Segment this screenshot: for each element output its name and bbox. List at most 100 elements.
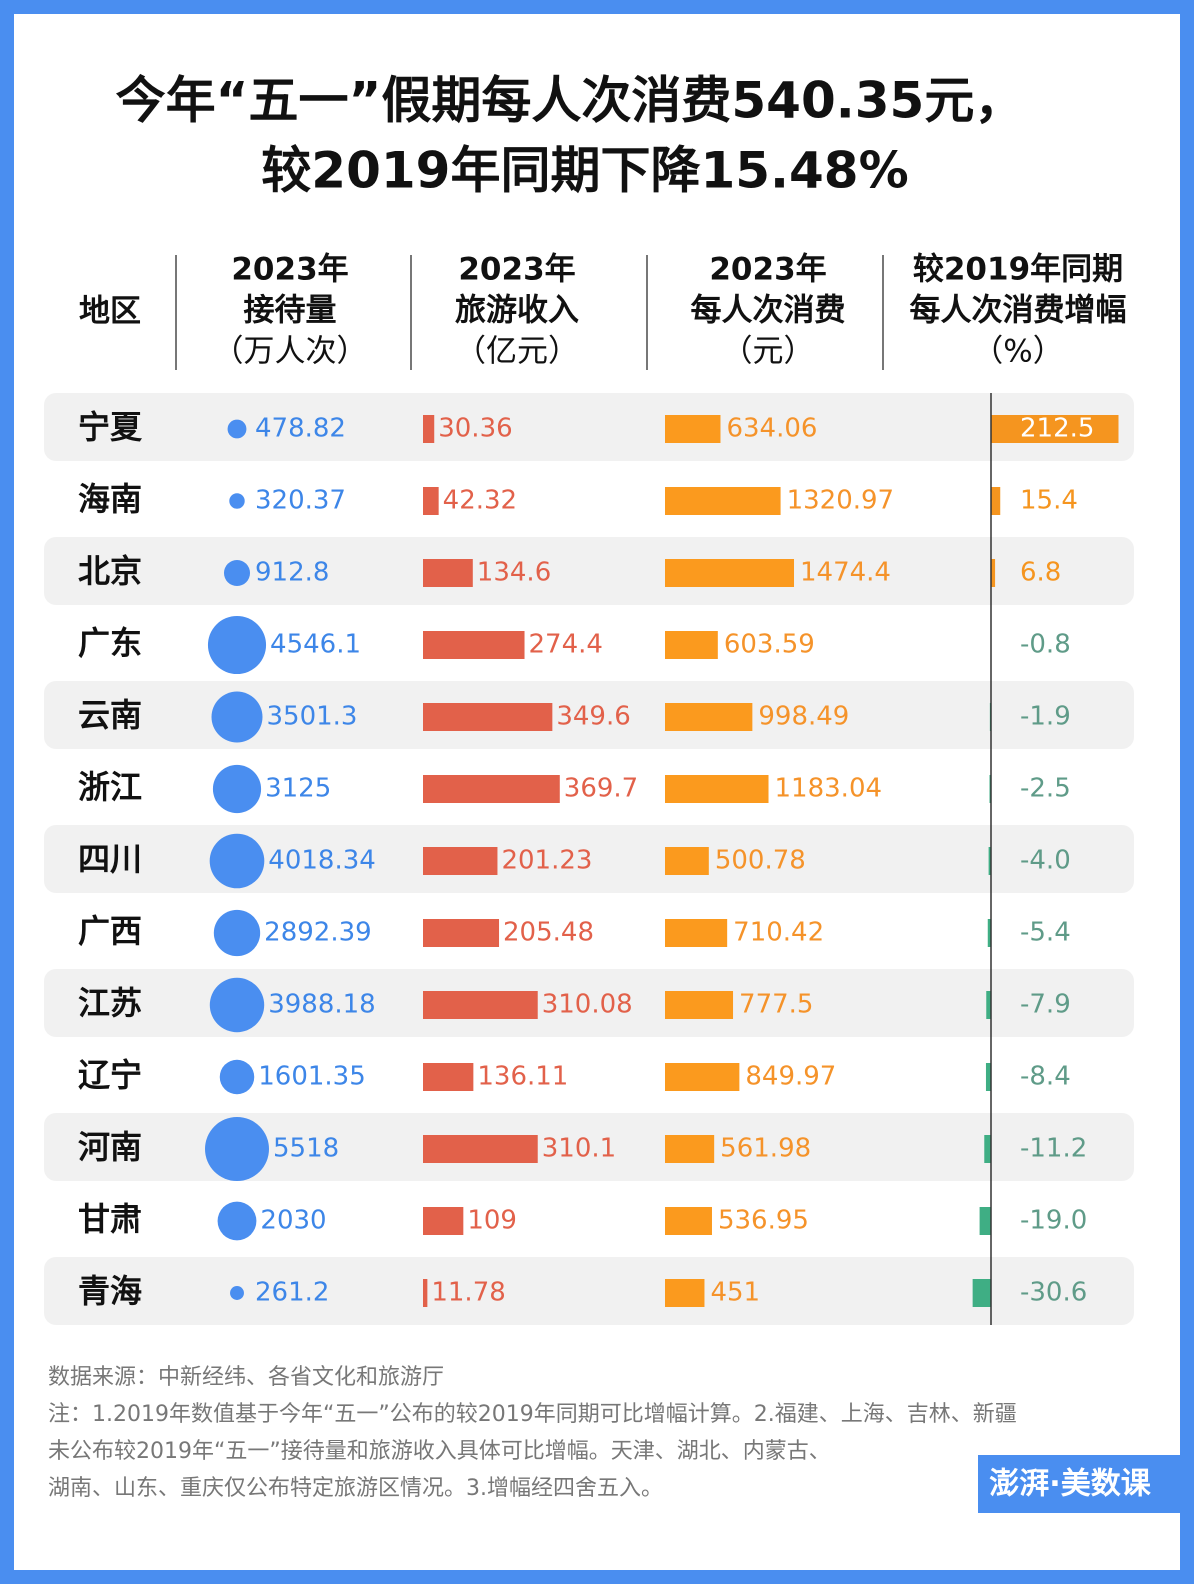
column-header: （%） — [972, 334, 1063, 370]
title-line: 较2019年同期下降15.48% — [261, 142, 908, 200]
spend-label: 849.97 — [745, 1062, 836, 1092]
revenue-label: 134.6 — [477, 558, 551, 588]
revenue-bar — [423, 703, 552, 731]
visitor-label: 3988.18 — [268, 990, 376, 1020]
visitor-bubble — [213, 765, 261, 813]
visitor-label: 2892.39 — [264, 918, 372, 948]
revenue-bar — [423, 919, 499, 947]
spend-bar — [665, 847, 709, 875]
revenue-label: 11.78 — [431, 1278, 505, 1308]
visitor-label: 4018.34 — [268, 846, 376, 876]
note-line: 注：1.2019年数值基于今年“五一”公布的较2019年同期可比增幅计算。2.福… — [48, 1402, 1017, 1427]
logo: 澎湃·美数课 — [989, 1467, 1151, 1502]
change-label: 212.5 — [1020, 414, 1094, 444]
change-label: -4.0 — [1020, 846, 1071, 876]
visitor-label: 3125 — [265, 774, 331, 804]
spend-label: 603.59 — [724, 630, 815, 660]
visitor-label: 4546.1 — [270, 630, 361, 660]
change-label: -11.2 — [1020, 1134, 1087, 1164]
spend-label: 634.06 — [726, 414, 817, 444]
change-label: 15.4 — [1020, 486, 1078, 516]
spend-bar — [665, 775, 769, 803]
visitor-label: 478.82 — [255, 414, 346, 444]
revenue-bar — [423, 1135, 538, 1163]
region: 四川 — [78, 840, 142, 878]
region: 江苏 — [78, 984, 142, 1022]
visitor-label: 912.8 — [255, 558, 329, 588]
spend-bar — [665, 631, 718, 659]
spend-label: 536.95 — [718, 1206, 809, 1236]
spend-bar — [665, 487, 781, 515]
row-background — [44, 1257, 1134, 1325]
change-label: -1.9 — [1020, 702, 1071, 732]
revenue-label: 310.1 — [542, 1134, 616, 1164]
visitor-bubble — [210, 834, 265, 889]
change-bar — [984, 1135, 991, 1163]
visitor-label: 261.2 — [255, 1278, 329, 1308]
note-line: 湖南、山东、重庆仅公布特定旅游区情况。3.增幅经四舍五入。 — [48, 1476, 663, 1501]
visitor-bubble — [212, 692, 263, 743]
spend-label: 1474.4 — [800, 558, 891, 588]
spend-bar — [665, 991, 733, 1019]
visitor-label: 2030 — [260, 1206, 326, 1236]
column-header: 每人次消费增幅 — [910, 293, 1127, 329]
region: 海南 — [78, 480, 142, 518]
change-label: -7.9 — [1020, 990, 1071, 1020]
change-bar — [980, 1207, 991, 1235]
region: 宁夏 — [78, 408, 143, 446]
column-header: 旅游收入 — [455, 293, 579, 329]
change-label: -30.6 — [1020, 1278, 1087, 1308]
change-label: 6.8 — [1020, 558, 1061, 588]
revenue-bar — [423, 1207, 463, 1235]
region: 浙江 — [78, 768, 142, 806]
visitor-bubble — [210, 978, 264, 1032]
region: 云南 — [78, 696, 142, 734]
region: 辽宁 — [78, 1056, 142, 1094]
region: 北京 — [78, 552, 142, 590]
revenue-label: 369.7 — [564, 774, 638, 804]
spend-label: 777.5 — [739, 990, 813, 1020]
revenue-bar — [423, 1279, 427, 1307]
region: 广东 — [78, 624, 142, 662]
change-label: -0.8 — [1020, 630, 1071, 660]
revenue-label: 349.6 — [556, 702, 630, 732]
spend-label: 1320.97 — [787, 486, 895, 516]
revenue-bar — [423, 631, 525, 659]
visitor-bubble — [229, 493, 244, 508]
revenue-label: 310.08 — [542, 990, 633, 1020]
visitor-bubble — [214, 910, 260, 956]
spend-bar — [665, 1279, 704, 1307]
revenue-label: 109 — [467, 1206, 517, 1236]
spend-label: 451 — [710, 1278, 760, 1308]
spend-bar — [665, 415, 720, 443]
revenue-bar — [423, 415, 434, 443]
column-header: 接待量 — [244, 293, 337, 329]
visitor-label: 5518 — [273, 1134, 339, 1164]
change-label: -5.4 — [1020, 918, 1071, 948]
revenue-label: 42.32 — [443, 486, 517, 516]
change-bar — [973, 1279, 991, 1307]
revenue-label: 30.36 — [438, 414, 512, 444]
column-header: 每人次消费 — [691, 293, 846, 329]
change-bar — [986, 1063, 991, 1091]
change-label: -2.5 — [1020, 774, 1071, 804]
column-header: （万人次） — [213, 334, 368, 370]
visitor-label: 320.37 — [255, 486, 346, 516]
change-bar — [991, 487, 1000, 515]
spend-bar — [665, 1207, 712, 1235]
column-header: （元） — [722, 334, 815, 370]
spend-bar — [665, 559, 794, 587]
visitor-bubble — [224, 560, 250, 586]
visitor-label: 1601.35 — [258, 1062, 366, 1092]
visitor-label: 3501.3 — [266, 702, 357, 732]
revenue-bar — [423, 991, 538, 1019]
spend-label: 998.49 — [758, 702, 849, 732]
source: 数据来源：中新经纬、各省文化和旅游厅 — [48, 1365, 444, 1390]
revenue-label: 201.23 — [501, 846, 592, 876]
spend-bar — [665, 1135, 714, 1163]
column-header: 2023年 — [458, 252, 575, 288]
spend-bar — [665, 703, 752, 731]
visitor-bubble — [218, 1202, 257, 1241]
